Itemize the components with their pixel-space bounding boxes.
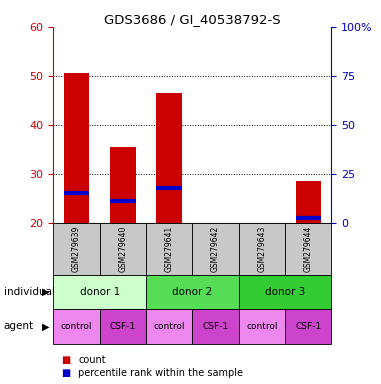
Text: control: control <box>61 322 92 331</box>
Text: agent: agent <box>4 321 34 331</box>
Bar <box>157 93 182 223</box>
Text: ▶: ▶ <box>42 321 50 331</box>
Text: control: control <box>154 322 185 331</box>
Text: CSF-1: CSF-1 <box>110 322 136 331</box>
Text: donor 2: donor 2 <box>172 287 213 297</box>
Text: donor 1: donor 1 <box>80 287 120 297</box>
Text: control: control <box>246 322 278 331</box>
Text: GSM279639: GSM279639 <box>72 225 81 272</box>
Text: GSM279640: GSM279640 <box>118 225 127 272</box>
Text: CSF-1: CSF-1 <box>203 322 229 331</box>
Text: ▶: ▶ <box>42 287 50 297</box>
Text: GSM279641: GSM279641 <box>165 225 174 272</box>
Text: count: count <box>78 355 106 365</box>
Text: GSM279644: GSM279644 <box>304 225 313 272</box>
Bar <box>64 73 89 223</box>
Text: donor 3: donor 3 <box>265 287 305 297</box>
Text: ■: ■ <box>61 368 70 378</box>
Text: GSM279642: GSM279642 <box>211 225 220 272</box>
Title: GDS3686 / GI_40538792-S: GDS3686 / GI_40538792-S <box>104 13 281 26</box>
Text: individual: individual <box>4 287 55 297</box>
Text: GSM279643: GSM279643 <box>258 225 266 272</box>
Text: CSF-1: CSF-1 <box>295 322 321 331</box>
Text: percentile rank within the sample: percentile rank within the sample <box>78 368 243 378</box>
Bar <box>296 181 321 223</box>
Bar <box>110 147 136 223</box>
Text: ■: ■ <box>61 355 70 365</box>
